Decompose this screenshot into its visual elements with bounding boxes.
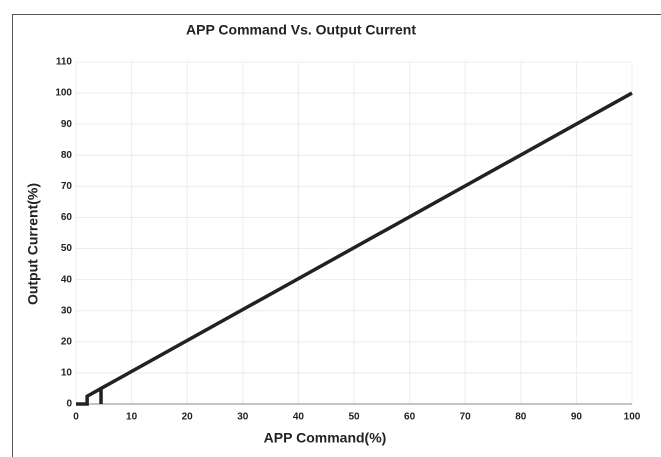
y-tick-label: 40 (61, 274, 73, 285)
x-tick-label: 50 (348, 412, 360, 423)
y-tick-label: 10 (61, 368, 73, 379)
x-tick-label: 60 (404, 412, 416, 423)
y-tick-label: 100 (55, 88, 72, 99)
y-tick-label: 50 (61, 243, 73, 254)
y-tick-label: 30 (61, 305, 73, 316)
x-tick-label: 30 (237, 412, 249, 423)
chart-frame (12, 14, 661, 457)
y-tick-label: 80 (61, 150, 73, 161)
y-axis-label: Output Current(%) (25, 183, 41, 305)
y-tick-label: 90 (61, 119, 73, 130)
x-tick-label: 20 (182, 412, 194, 423)
y-tick-label: 0 (66, 399, 72, 410)
y-tick-label: 20 (61, 336, 73, 347)
x-tick-label: 70 (460, 412, 472, 423)
y-tick-label: 70 (61, 181, 73, 192)
x-tick-label: 40 (293, 412, 305, 423)
x-tick-label: 90 (571, 412, 583, 423)
x-tick-label: 80 (515, 412, 527, 423)
x-tick-label: 100 (624, 412, 641, 423)
x-axis-label: APP Command(%) (264, 430, 387, 446)
data-line (76, 91, 633, 406)
x-tick-label: 10 (126, 412, 138, 423)
y-tick-label: 110 (56, 57, 73, 68)
chart-title: APP Command Vs. Output Current (186, 22, 416, 38)
x-tick-label: 0 (73, 412, 79, 423)
y-tick-label: 60 (61, 212, 73, 223)
